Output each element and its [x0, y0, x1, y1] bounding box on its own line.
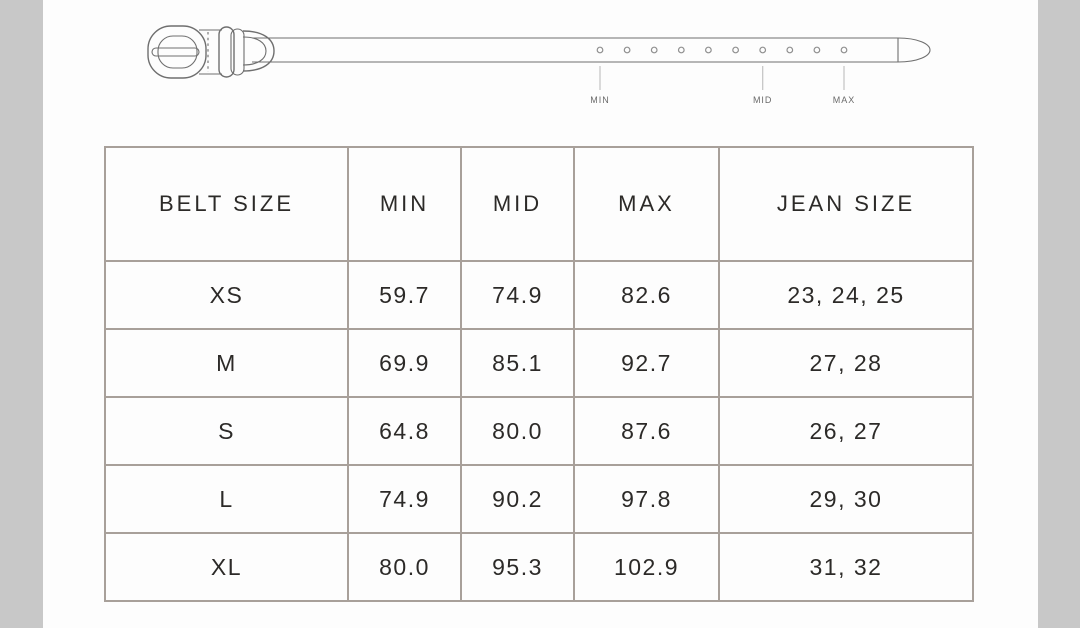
- header-max: MAX: [573, 146, 720, 262]
- size-table: BELT SIZE MIN MID MAX JEAN SIZE XS 59.7 …: [104, 146, 974, 602]
- cell-belt-size: M: [104, 328, 349, 398]
- cell-min: 69.9: [347, 328, 462, 398]
- cell-belt-size: XS: [104, 260, 349, 330]
- cell-min: 59.7: [347, 260, 462, 330]
- cell-mid: 74.9: [460, 260, 575, 330]
- belt-icon: MIN MID MAX: [147, 25, 931, 105]
- min-marker-label: MIN: [590, 95, 610, 105]
- header-belt-size: BELT SIZE: [104, 146, 349, 262]
- table-row: M 69.9 85.1 92.7 27, 28: [104, 328, 974, 398]
- cell-min: 74.9: [347, 464, 462, 534]
- table-header-row: BELT SIZE MIN MID MAX JEAN SIZE: [104, 146, 974, 262]
- cell-mid: 80.0: [460, 396, 575, 466]
- max-marker-label: MAX: [833, 95, 856, 105]
- cell-belt-size: S: [104, 396, 349, 466]
- cell-jean-size: 31, 32: [718, 532, 974, 602]
- cell-jean-size: 29, 30: [718, 464, 974, 534]
- cell-max: 92.7: [573, 328, 720, 398]
- belt-prong-icon: [151, 47, 200, 57]
- cell-mid: 95.3: [460, 532, 575, 602]
- belt-fold-icon: [242, 30, 275, 72]
- cell-min: 80.0: [347, 532, 462, 602]
- cell-mid: 85.1: [460, 328, 575, 398]
- table-row: S 64.8 80.0 87.6 26, 27: [104, 396, 974, 466]
- table-row: XL 80.0 95.3 102.9 31, 32: [104, 532, 974, 602]
- belt-tip-icon: [897, 37, 931, 63]
- header-min: MIN: [347, 146, 462, 262]
- cell-max: 102.9: [573, 532, 720, 602]
- cell-jean-size: 27, 28: [718, 328, 974, 398]
- cell-jean-size: 23, 24, 25: [718, 260, 974, 330]
- cell-max: 82.6: [573, 260, 720, 330]
- cell-mid: 90.2: [460, 464, 575, 534]
- cell-min: 64.8: [347, 396, 462, 466]
- mid-marker-label: MID: [753, 95, 773, 105]
- right-gutter-bar: [1038, 0, 1080, 628]
- cell-belt-size: XL: [104, 532, 349, 602]
- header-mid: MID: [460, 146, 575, 262]
- header-jean-size: JEAN SIZE: [718, 146, 974, 262]
- cell-belt-size: L: [104, 464, 349, 534]
- table-row: L 74.9 90.2 97.8 29, 30: [104, 464, 974, 534]
- table-row: XS 59.7 74.9 82.6 23, 24, 25: [104, 260, 974, 330]
- belt-buckle-icon: [147, 25, 207, 79]
- belt-illustration: MIN MID MAX: [0, 0, 1080, 112]
- cell-max: 97.8: [573, 464, 720, 534]
- cell-jean-size: 26, 27: [718, 396, 974, 466]
- cell-max: 87.6: [573, 396, 720, 466]
- left-gutter-bar: [0, 0, 43, 628]
- belt-loop-icon: [218, 26, 235, 78]
- belt-holes: [596, 46, 848, 54]
